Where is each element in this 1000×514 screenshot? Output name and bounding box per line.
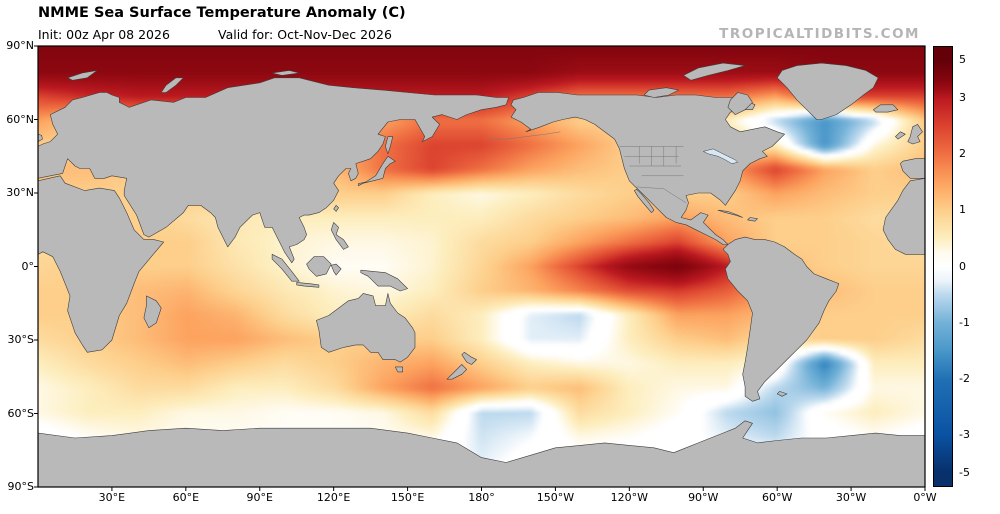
lon-tick-label: 30°E (98, 491, 126, 504)
colorbar-tick-label: 1 (959, 203, 966, 217)
landmass (510, 92, 785, 245)
landmass (333, 205, 339, 212)
landmass (461, 352, 477, 365)
lat-tick-label: 90°S (7, 480, 34, 493)
lon-tick-label: 90°E (246, 491, 273, 504)
landmass (907, 124, 923, 145)
init-time-label: Init: 00z Apr 08 2026 (38, 27, 170, 42)
political-border (488, 131, 561, 140)
land-layer (38, 62, 925, 487)
lon-tick-label: 180° (468, 491, 495, 504)
landmass (717, 209, 743, 218)
colorbar-tick-label: -2 (959, 371, 970, 385)
landmass (330, 222, 349, 250)
landmass (143, 295, 162, 329)
page-title: NMME Sea Surface Temperature Anomaly (C) (38, 5, 406, 21)
lat-tick-label: 60°S (7, 406, 34, 420)
landmass (683, 62, 746, 81)
landmass (330, 263, 342, 276)
landmass (722, 236, 840, 402)
landmass (160, 77, 184, 93)
colorbar-tick-label: -3 (959, 427, 970, 441)
lon-tick-label: 120°W (610, 491, 649, 504)
lon-tick-label: 60°E (172, 491, 200, 504)
landmass (747, 217, 758, 222)
lat-tick-label: 0° (21, 259, 35, 273)
landmass (395, 366, 403, 373)
political-border (636, 186, 687, 204)
landmass (316, 293, 416, 363)
landmass (271, 70, 300, 76)
landmass (358, 156, 396, 186)
lake (702, 148, 739, 164)
landmass (882, 178, 925, 255)
lon-tick-label: 60°W (761, 491, 793, 504)
landmass (900, 158, 925, 179)
landmass (38, 420, 925, 487)
lon-tick-label: 90°W (688, 491, 719, 504)
landmass (271, 254, 300, 282)
colorbar (933, 46, 953, 487)
lon-tick-label: 30°W (835, 491, 867, 504)
landmass (446, 364, 467, 380)
landmass (776, 62, 879, 120)
lon-tick-label: 0°W (913, 491, 937, 504)
lat-tick-label: 30°N (6, 186, 34, 199)
landmass (895, 131, 906, 140)
landmass (634, 189, 655, 213)
lon-tick-label: 150°W (536, 491, 575, 504)
colorbar-tick-label: 2 (959, 147, 966, 161)
landmass (306, 256, 332, 277)
landmass (776, 391, 788, 397)
colorbar-tick-label: 0 (959, 259, 966, 273)
landmass (873, 104, 899, 113)
lon-tick-label: 120°E (316, 491, 351, 504)
tropicaltidbits-watermark: TROPICALTIDBITS.COM (719, 26, 920, 42)
landmass (296, 282, 320, 288)
landmass (360, 269, 408, 292)
colorbar-tick-label: 5 (959, 52, 966, 66)
lat-tick-label: 30°S (7, 333, 34, 346)
landmass (385, 136, 394, 155)
valid-period-label: Valid for: Oct-Nov-Dec 2026 (218, 27, 392, 42)
landmass (727, 92, 753, 115)
landmass (67, 70, 98, 81)
lat-tick-label: 60°N (6, 112, 34, 126)
landmass (38, 77, 509, 264)
colorbar-tick-label: -1 (959, 315, 970, 329)
colorbar-tick-label: -5 (959, 466, 970, 480)
lat-tick-label: 90°N (6, 39, 34, 52)
colorbar-tick-label: 3 (959, 91, 966, 105)
landmass (38, 133, 43, 142)
lon-tick-label: 150°E (390, 491, 425, 504)
landmass (643, 87, 679, 98)
landmass (38, 175, 164, 353)
